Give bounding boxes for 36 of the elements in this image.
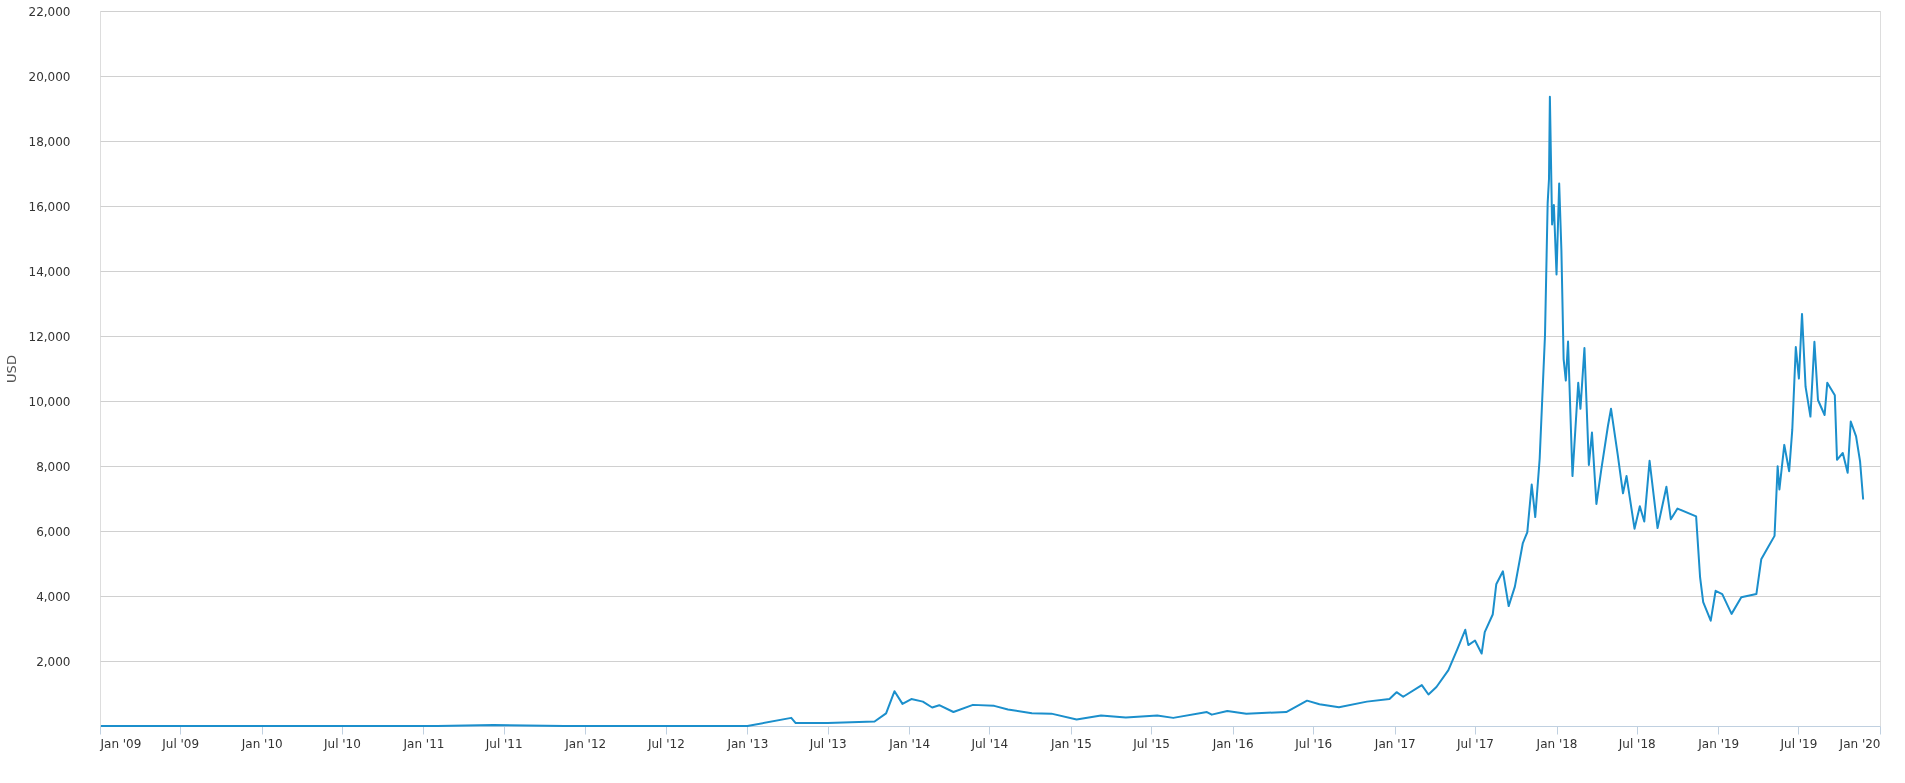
x-tick-label: Jan '12 (564, 736, 607, 751)
y-tick-label: 16,000 (28, 199, 71, 214)
y-tick-label: 6,000 (36, 524, 71, 539)
y-tick-label: 20,000 (28, 69, 71, 84)
y-tick-label: 10,000 (28, 394, 71, 409)
x-tick-label: Jul '11 (484, 736, 523, 751)
x-tick-label: Jan '17 (1373, 736, 1416, 751)
x-tick-label: Jul '10 (323, 736, 361, 751)
y-tick-label: 2,000 (36, 654, 71, 669)
x-tick-label: Jan '14 (888, 736, 931, 751)
y-axis-title: USD (3, 355, 19, 383)
x-tick-label: Jan '13 (726, 736, 769, 751)
x-tick-label: Jan '11 (402, 736, 445, 751)
x-tick-label: Jan '20 (1838, 736, 1881, 751)
x-tick-label: Jan '10 (240, 736, 283, 751)
x-tick-label: Jul '14 (970, 736, 1009, 751)
x-tick-label: Jul '09 (161, 736, 200, 751)
x-tick-label: Jul '17 (1456, 736, 1494, 751)
x-tick-label: Jan '15 (1049, 736, 1092, 751)
y-tick-label: 18,000 (28, 134, 71, 149)
x-tick-label: Jul '13 (808, 736, 847, 751)
x-tick-label: Jul '15 (1132, 736, 1171, 751)
x-tick-label: Jul '12 (646, 736, 685, 751)
line-series (99, 95, 1865, 727)
x-tick-label: Jan '16 (1211, 736, 1254, 751)
x-tick-label: Jul '16 (1294, 736, 1333, 751)
y-tick-label: 14,000 (28, 264, 71, 279)
y-tick-label: 8,000 (36, 459, 71, 474)
y-tick-label: 4,000 (36, 589, 71, 604)
x-tick-label: Jan '19 (1697, 736, 1740, 751)
y-tick-label: 22,000 (28, 4, 71, 19)
y-tick-label: 12,000 (28, 329, 71, 344)
x-tick-label: Jan '09 (99, 736, 142, 751)
x-tick-label: Jul '19 (1779, 736, 1818, 751)
x-tick-label: Jul '18 (1617, 736, 1656, 751)
x-tick-label: Jan '18 (1535, 736, 1578, 751)
